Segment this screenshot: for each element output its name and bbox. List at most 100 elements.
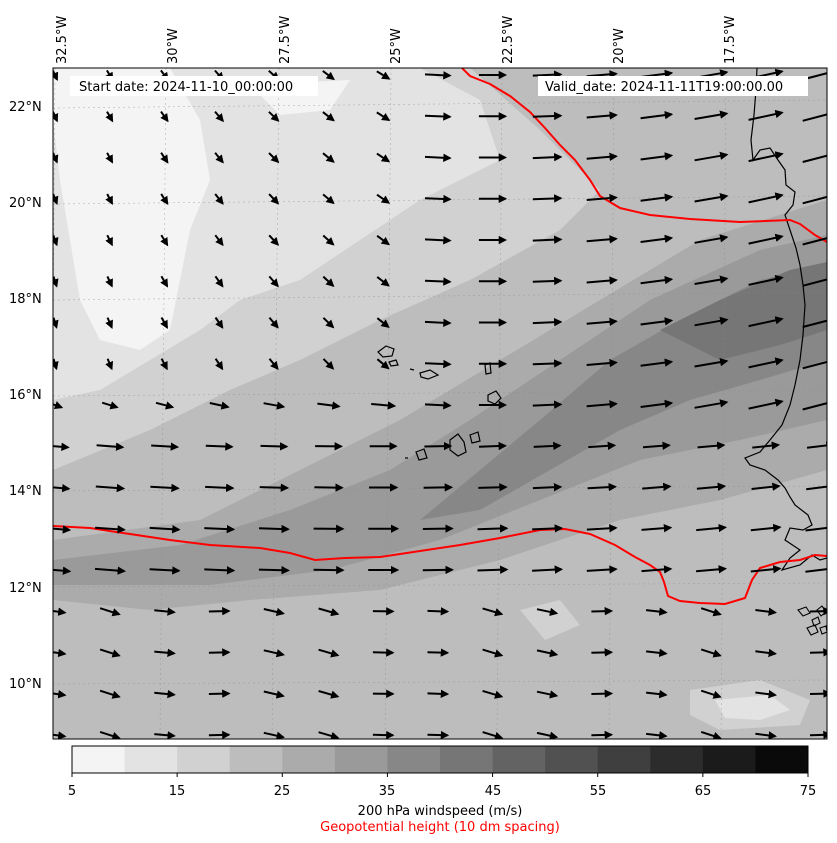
- wind-arrow: [376, 193, 391, 204]
- wind-arrow: [806, 441, 827, 450]
- colorbar-tick-label: 65: [695, 784, 712, 799]
- wind-arrow: [748, 398, 784, 410]
- lat-tick-labels: 22°N 20°N 18°N 16°N 14°N 12°N 10°N: [9, 100, 42, 692]
- wind-arrow: [645, 607, 668, 616]
- wind-arrow: [802, 402, 827, 411]
- wind-arrow: [748, 357, 784, 369]
- wind-arrow: [53, 70, 59, 82]
- wind-arrow: [149, 566, 181, 575]
- wind-arrow: [317, 401, 341, 410]
- valid-date-box: [538, 76, 808, 96]
- wind-arrow: [154, 648, 176, 657]
- wind-arrow: [532, 235, 563, 244]
- wind-arrow: [208, 606, 231, 616]
- wind-arrow: [477, 524, 509, 533]
- wind-arrow: [99, 689, 121, 699]
- wind-arrow: [53, 731, 67, 739]
- wind-arrow: [53, 111, 59, 123]
- wind-arrow: [482, 648, 504, 658]
- wind-arrow: [586, 524, 618, 533]
- wind-arrow: [318, 731, 340, 739]
- wind-arrow: [694, 192, 729, 203]
- wind-arrow: [532, 524, 564, 533]
- wind-arrow: [752, 441, 781, 450]
- wind-arrow: [640, 234, 674, 244]
- wind-arrow: [376, 358, 390, 370]
- wind-arrow: [586, 70, 618, 79]
- wind-arrow: [536, 690, 559, 699]
- wind-arrow: [258, 566, 290, 575]
- windspeed-field-30-35: [53, 235, 827, 585]
- lat-tick-label: 20°N: [9, 196, 42, 211]
- map-panel: [53, 68, 827, 739]
- colorbar-swatch: [440, 746, 494, 773]
- wind-arrow: [424, 112, 452, 121]
- wind-arrow: [149, 525, 181, 534]
- wind-arrow: [532, 194, 563, 203]
- wind-arrow: [424, 401, 452, 410]
- wind-arrow: [214, 234, 224, 247]
- colorbar-tick-label: 45: [485, 784, 502, 799]
- wind-arrow: [748, 274, 784, 286]
- wind-arrow: [532, 359, 563, 368]
- wind-arrow: [748, 192, 784, 204]
- wind-arrow: [214, 275, 224, 288]
- wind-arrow: [532, 565, 564, 574]
- wind-arrow: [53, 317, 59, 329]
- wind-arrow: [205, 442, 234, 451]
- wind-arrow: [591, 689, 614, 698]
- wind-arrow: [532, 276, 563, 286]
- wind-arrow: [802, 237, 827, 246]
- wind-arrow: [376, 276, 390, 287]
- wind-arrow: [322, 111, 335, 122]
- wind-arrow: [478, 483, 508, 492]
- colorbar-swatch: [334, 746, 388, 773]
- coastline-africa: [744, 68, 827, 572]
- wind-arrow: [376, 234, 390, 246]
- wind-arrow: [641, 565, 673, 574]
- wind-arrow: [427, 648, 450, 657]
- wind-arrow: [318, 690, 340, 699]
- windspeed-field-5-10: [53, 68, 210, 350]
- colorbar-swatch: [282, 746, 336, 773]
- wind-arrow: [160, 275, 169, 288]
- wind-arrow: [751, 482, 781, 491]
- colorbar-swatch: [492, 746, 546, 773]
- wind-arrow: [755, 731, 777, 739]
- wind-arrow: [802, 72, 827, 81]
- wind-arrow: [478, 441, 507, 451]
- lon-tick-label: 27.5°W: [278, 16, 293, 64]
- wind-arrow: [640, 110, 674, 120]
- wind-arrow: [322, 358, 335, 370]
- wind-arrow: [802, 319, 827, 328]
- wind-arrow: [532, 482, 563, 492]
- windspeed-field-south-light2: [715, 695, 790, 720]
- wind-arrow: [748, 233, 784, 245]
- wind-arrow: [268, 275, 279, 288]
- wind-arrow: [376, 317, 390, 328]
- wind-arrow: [482, 731, 504, 739]
- wind-arrow: [53, 690, 67, 699]
- lat-tick-label: 14°N: [9, 484, 42, 499]
- wind-arrow: [694, 316, 729, 327]
- wind-arrow: [268, 234, 280, 246]
- wind-arrow: [160, 358, 168, 371]
- wind-arrow: [214, 358, 224, 371]
- wind-arrow: [268, 152, 280, 164]
- wind-arrow: [532, 111, 563, 121]
- colorbar-sublabel: Geopotential height (10 dm spacing): [320, 820, 560, 835]
- wind-arrow: [259, 483, 290, 492]
- wind-arrow: [748, 151, 784, 163]
- wind-arrow: [805, 526, 827, 532]
- map-border: [52, 67, 828, 740]
- wind-arrow: [214, 152, 224, 164]
- wind-arrow: [322, 152, 335, 163]
- wind-arrow: [532, 317, 563, 327]
- wind-arrow: [53, 234, 59, 247]
- wind-arrow: [586, 400, 618, 409]
- wind-arrow: [532, 152, 563, 162]
- lat-tick-label: 22°N: [9, 100, 42, 115]
- wind-arrow: [53, 607, 67, 616]
- wind-arrow: [268, 358, 279, 371]
- wind-arrow: [640, 399, 674, 409]
